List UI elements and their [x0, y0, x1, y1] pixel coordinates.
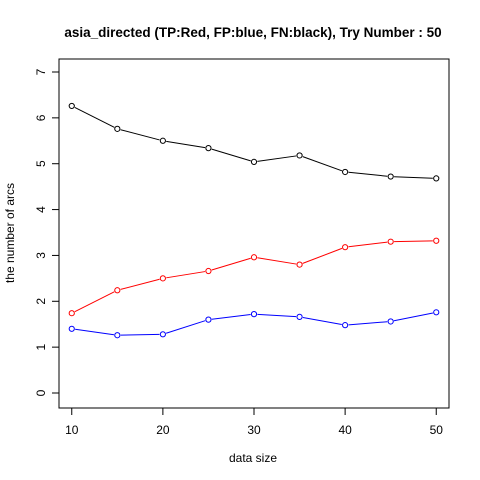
x-tick-label: 20 [156, 423, 170, 437]
series-fn-point [342, 168, 349, 176]
x-axis-label: data size [229, 451, 277, 465]
x-tick-label: 30 [247, 423, 261, 437]
series-tp-point [68, 310, 75, 317]
series-fn-segment [120, 129, 160, 141]
series-tp-point [433, 237, 440, 244]
series-fp-point [387, 318, 394, 325]
series-fn-segment [257, 155, 297, 162]
series-fp-segment [302, 316, 342, 326]
series-fp-point [114, 332, 121, 339]
y-tick-label: 2 [34, 298, 48, 305]
series-fn-segment [394, 176, 433, 179]
series-fp-segment [211, 314, 251, 320]
series-fp-segment [120, 333, 160, 336]
series-tp-point [342, 244, 349, 251]
series-fn-point [68, 102, 75, 110]
series-tp-point [250, 254, 258, 261]
series-fp-point [68, 325, 75, 332]
x-axis: 10 20 30 40 50 [65, 408, 443, 437]
series-tp [68, 237, 440, 317]
plot-frame [58, 58, 450, 409]
series-fn-segment [74, 107, 115, 128]
series-tp-segment [211, 257, 251, 271]
series-fn-point [387, 173, 394, 180]
series-fp [68, 309, 440, 339]
series-layer [68, 102, 440, 339]
series-fn-point [205, 145, 212, 152]
series-fn-segment [302, 156, 343, 172]
series-tp-segment [120, 278, 160, 290]
series-fp-point [205, 316, 212, 323]
series-tp-point [296, 261, 303, 268]
series-tp-segment [74, 291, 115, 313]
x-tick-label: 40 [338, 423, 352, 437]
series-tp-point [114, 287, 121, 294]
series-tp-segment [302, 247, 343, 264]
y-tick-label: 1 [34, 343, 48, 350]
series-fp-segment [165, 320, 206, 334]
y-axis-label: the number of arcs [3, 183, 17, 283]
series-fp-segment [75, 328, 115, 336]
y-axis: 0 1 2 3 4 5 6 7 [34, 68, 59, 396]
x-tick-label: 50 [430, 423, 444, 437]
y-tick-label: 5 [34, 160, 48, 167]
series-fp-segment [393, 312, 434, 322]
series-fn-point [250, 158, 258, 165]
series-fn [68, 102, 440, 182]
series-fp-segment [348, 321, 388, 326]
series-fp-point [433, 309, 440, 316]
series-tp-segment [348, 241, 388, 248]
y-tick-label: 0 [34, 389, 48, 396]
series-fn-point [296, 152, 303, 159]
series-fp-point [250, 311, 258, 318]
series-tp-point [205, 267, 212, 275]
series-fn-point [433, 175, 440, 182]
series-tp-point [387, 238, 394, 245]
series-fn-point [159, 137, 166, 144]
y-tick-label: 7 [34, 68, 48, 75]
series-fp-segment [257, 313, 297, 318]
series-fn-point [114, 125, 121, 132]
series-tp-segment [394, 240, 433, 243]
series-tp-point [159, 275, 166, 282]
series-fp-point [342, 322, 349, 329]
series-fp-point [159, 331, 166, 338]
series-fp-point [296, 313, 303, 320]
y-tick-label: 4 [34, 206, 48, 213]
series-tp-segment [166, 271, 206, 279]
series-fn-segment [166, 140, 206, 149]
chart-title: asia_directed (TP:Red, FP:blue, FN:black… [64, 25, 441, 40]
x-tick-label: 10 [65, 423, 79, 437]
series-tp-segment [257, 257, 297, 265]
series-fn-segment [211, 148, 251, 162]
series-fn-segment [348, 171, 388, 177]
y-tick-label: 3 [34, 252, 48, 259]
y-tick-label: 6 [34, 114, 48, 121]
